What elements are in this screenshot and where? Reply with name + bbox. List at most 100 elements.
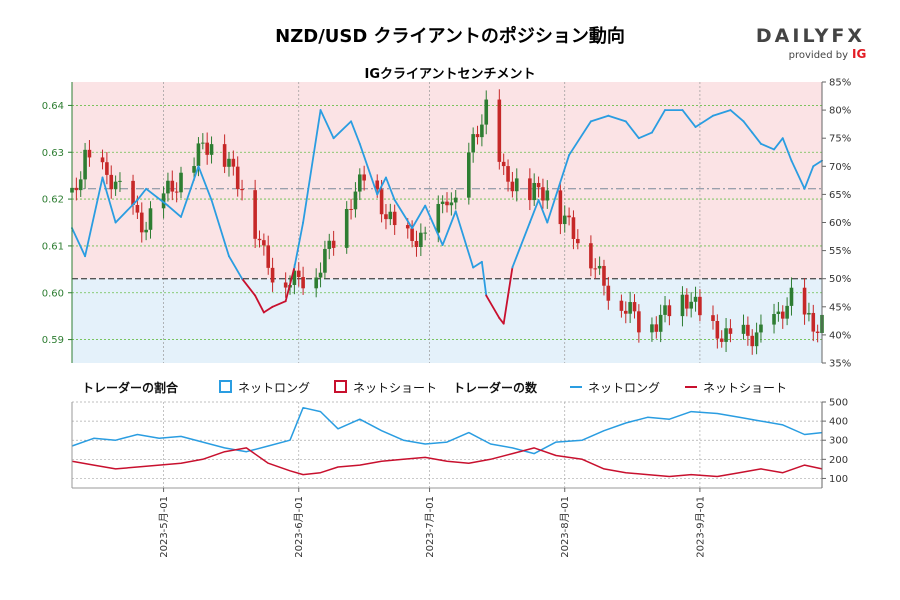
candle-body [484, 99, 489, 125]
sentiment-tick-label: 50% [829, 274, 851, 285]
count-grid [72, 401, 822, 488]
candle-body [440, 201, 445, 204]
sentiment-tick-label: 70% [829, 162, 851, 173]
sentiment-point [742, 120, 745, 123]
count-tick-label: 100 [829, 474, 848, 485]
sentiment-tick-label: 75% [829, 134, 851, 145]
sentiment-point [485, 294, 488, 297]
candle-body [497, 99, 502, 162]
candle-body [296, 270, 301, 278]
candle-body [179, 172, 183, 193]
candle-body [506, 166, 510, 182]
candle-body [118, 180, 122, 182]
sentiment-point [393, 199, 396, 201]
sentiment-segment [411, 204, 427, 230]
sentiment-point [729, 109, 732, 111]
sentiment-point [472, 266, 475, 269]
legend: トレーダーの割合 ネットロング ネットショート トレーダーの数 ネットロング ネ… [82, 380, 787, 395]
candle-body [379, 189, 384, 215]
sentiment-point [385, 176, 387, 179]
candle-body [759, 324, 763, 333]
candle-body [606, 285, 611, 301]
candle-body [148, 208, 153, 230]
count-line-net-long [71, 406, 823, 455]
candle-body [135, 205, 140, 213]
candle-body [789, 287, 794, 306]
count-tick-label: 300 [829, 436, 848, 447]
candle-body [785, 305, 789, 319]
sentiment-segment [546, 154, 570, 224]
price-sentiment-panel: 0.59 0.60 0.61 0.62 0.63 0.64 35% 40% 45% 50% 55%… [42, 78, 852, 370]
candle-body [253, 190, 257, 239]
candle-body [510, 181, 515, 192]
sentiment-segment [167, 204, 182, 218]
sentiment-segment [197, 165, 213, 201]
candle-body [349, 208, 353, 210]
sentiment-segment [241, 277, 257, 297]
candle-body [222, 144, 227, 167]
candle-body [711, 315, 715, 322]
candle-body [558, 190, 563, 225]
chart-title: NZD/USD クライアントのポジション動向 [275, 25, 625, 47]
count-tick-label: 400 [829, 417, 848, 428]
sentiment-segment [681, 109, 697, 128]
sentiment-segment [712, 109, 732, 117]
sentiment-point [624, 120, 627, 123]
sentiment-segment [284, 266, 296, 303]
sentiment-segment [228, 255, 243, 280]
legend-count-long-label: ネットロング [588, 381, 660, 395]
candle-body [689, 301, 693, 309]
candle-body [567, 215, 571, 218]
date-tick-label: 2023-8月-01 [559, 496, 571, 558]
candle-body [318, 272, 323, 278]
candle-body [83, 149, 87, 180]
sentiment-segment [773, 137, 784, 151]
sentiment-point [254, 294, 257, 297]
brand-tagline: provided by [789, 50, 848, 61]
candle-body [545, 190, 550, 201]
sentiment-segment [454, 210, 475, 269]
candle-body [205, 142, 209, 155]
candle-body [414, 240, 419, 247]
legend-ratio-short-swatch [334, 380, 347, 393]
candle-body [144, 229, 148, 233]
candle-body [780, 311, 785, 319]
candle-body [680, 294, 685, 317]
sentiment-point [302, 221, 305, 224]
sentiment-point [411, 227, 414, 230]
sentiment-point [319, 109, 322, 111]
candle-body [109, 174, 114, 190]
sentiment-point [637, 137, 640, 140]
candle-body [419, 232, 423, 247]
sentiment-axis: 35% 40% 45% 50% 55% 60% 65% 70% 75% 80% 85% [822, 78, 851, 370]
candle-body [87, 149, 92, 158]
sentiment-line [71, 109, 823, 325]
sentiment-segment [742, 120, 754, 134]
price-tick-label: 0.64 [42, 101, 64, 112]
candle-body [571, 217, 576, 239]
candle-body [471, 134, 475, 153]
candle-body [693, 296, 698, 302]
count-axis: 100 200 300 400 500 [822, 398, 848, 485]
candle-body [663, 305, 667, 315]
candle-body [501, 161, 506, 167]
dailyfx-logo: DAILYFX provided by IG [756, 25, 866, 61]
candle-body [196, 143, 201, 167]
sentiment-point [528, 221, 531, 224]
candle-body [754, 332, 759, 347]
price-tick-label: 0.63 [42, 148, 64, 159]
sentiment-point [781, 137, 784, 140]
sentiment-segment [271, 300, 287, 308]
legend-ratio-short-label: ネットショート [353, 381, 437, 395]
candle-body [698, 296, 702, 316]
candle-body [532, 182, 537, 201]
sentiment-segment [485, 294, 501, 319]
sentiment-segment [145, 187, 169, 207]
candle-body [392, 211, 397, 226]
candle-body [74, 187, 79, 191]
candle-body [139, 212, 144, 233]
sentiment-point [511, 266, 514, 269]
sentiment-point [197, 165, 200, 168]
sentiment-segment [502, 266, 514, 325]
